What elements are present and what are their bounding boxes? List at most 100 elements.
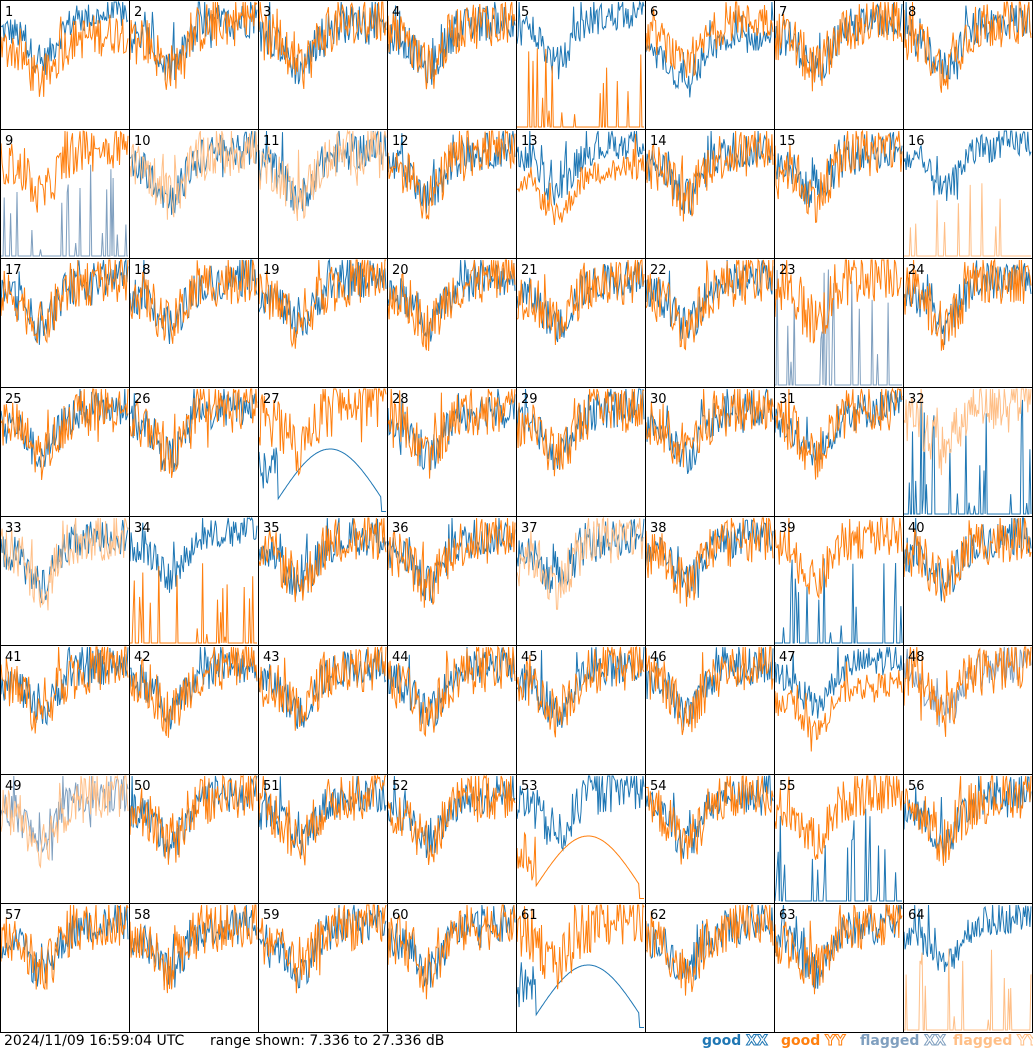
trace-yy [904,775,1032,866]
panel-57: 57 [0,903,130,1033]
panel-label: 22 [650,263,667,278]
panel-traces [904,517,1032,603]
panel-traces [130,904,258,994]
trace-xx [775,269,902,386]
trace-yy [259,130,387,222]
panel-traces [646,646,774,736]
trace-yy [904,517,1032,603]
panel-label: 15 [779,134,796,149]
trace-yy [130,904,258,994]
panel-traces [130,259,258,345]
panel-39: 39 [774,516,904,646]
panel-9: 9 [0,129,130,259]
panel-label: 54 [650,779,667,794]
panel-19: 19 [258,258,388,388]
panel-17: 17 [0,258,130,388]
trace-xx [904,130,1032,202]
panel-traces [1,517,129,611]
panel-48: 48 [903,645,1033,775]
panel-traces [517,1,645,128]
trace-yy [517,259,645,346]
panel-label: 24 [908,263,925,278]
trace-yy [388,517,516,608]
trace-xx [517,775,645,852]
panel-traces [904,1,1032,93]
panel-40: 40 [903,516,1033,646]
panel-55: 55 [774,774,904,904]
panel-frame [645,129,775,259]
trace-xx [1,519,129,604]
panel-traces [130,388,258,478]
panel-50: 50 [129,774,259,904]
panel-4: 4 [387,0,517,130]
panel-61: 61 [516,903,646,1033]
panel-label: 4 [392,5,400,20]
panel-22: 22 [645,258,775,388]
panel-label: 51 [263,779,280,794]
panel-traces [646,1,774,98]
trace-yy [646,904,774,996]
panel-12: 12 [387,129,517,259]
panel-56: 56 [903,774,1033,904]
trace-xx [775,388,903,473]
panel-traces [904,775,1032,866]
panel-label: 60 [392,908,409,923]
panel-traces [646,259,774,351]
panel-label: 11 [263,134,280,149]
trace-yy [1,388,129,481]
panel-frame [774,516,904,646]
panel-traces [775,517,903,644]
trace-yy [775,1,903,92]
panel-label: 53 [521,779,538,794]
trace-yy [646,646,774,736]
panel-label: 58 [134,908,151,923]
trace-xx [388,517,516,604]
trace-xx [775,808,902,902]
panel-label: 41 [5,650,22,665]
panel-31: 31 [774,387,904,517]
panel-20: 20 [387,258,517,388]
panel-traces [130,646,258,738]
panel-13: 13 [516,129,646,259]
panel-44: 44 [387,645,517,775]
trace-yy [1,904,129,991]
panel-58: 58 [129,903,259,1033]
trace-xx [1,646,129,726]
trace-yy [1,775,129,869]
panel-label: 13 [521,134,538,149]
trace-yy [904,388,1032,476]
panel-traces [517,904,645,1028]
trace-yy [130,775,258,865]
panel-53: 53 [516,774,646,904]
trace-yy [517,517,645,610]
panel-label: 64 [908,908,925,923]
trace-yy [259,775,386,866]
trace-xx [1,775,129,861]
panel-label: 8 [908,5,916,20]
panel-traces [388,904,516,1000]
panel-traces [646,904,774,996]
trace-yy [1,14,129,97]
panel-traces [1,259,129,345]
panel-label: 59 [263,908,280,923]
panel-label: 30 [650,392,667,407]
panel-traces [1,130,129,257]
trace-yy [388,1,516,90]
panel-label: 23 [779,263,796,278]
trace-xx [775,132,903,208]
panel-label: 5 [521,5,529,20]
trace-yy [388,259,516,352]
panel-3: 3 [258,0,388,130]
panel-label: 18 [134,263,151,278]
trace-yy [775,259,903,344]
panel-33: 33 [0,516,130,646]
panel-24: 24 [903,258,1033,388]
panel-25: 25 [0,387,130,517]
trace-yy [388,646,516,738]
panel-label: 49 [5,779,22,794]
trace-xx [646,1,774,98]
panel-traces [1,388,129,481]
legend-good-yy: good YY [781,1033,846,1050]
trace-yy [646,775,774,865]
